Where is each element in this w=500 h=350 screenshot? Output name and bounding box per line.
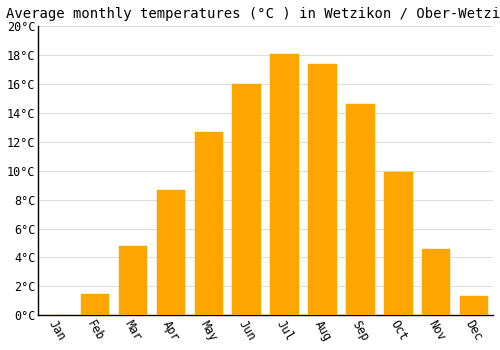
Bar xyxy=(422,249,450,315)
Bar xyxy=(156,190,185,315)
Bar xyxy=(384,172,412,315)
Title: Average monthly temperatures (°C ) in Wetzikon / Ober-Wetzikon: Average monthly temperatures (°C ) in We… xyxy=(6,7,500,21)
Bar xyxy=(119,246,147,315)
Bar xyxy=(270,54,299,315)
Bar xyxy=(194,132,223,315)
Bar xyxy=(308,64,336,315)
Bar xyxy=(346,104,374,315)
Bar xyxy=(232,84,261,315)
Bar xyxy=(460,296,488,315)
Bar xyxy=(81,294,110,315)
